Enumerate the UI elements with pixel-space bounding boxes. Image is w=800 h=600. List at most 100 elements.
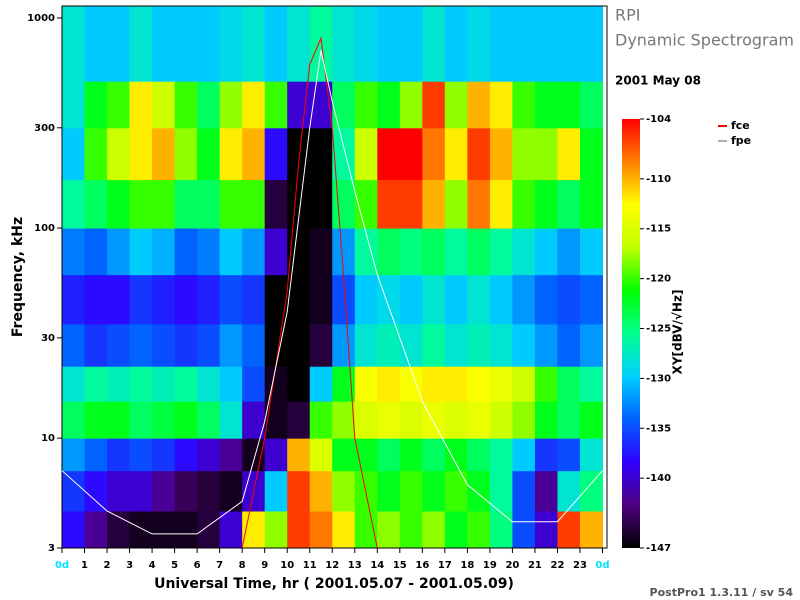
heatmap-cell xyxy=(107,323,131,367)
colorbar-tick-label: -110 xyxy=(646,174,671,185)
heatmap-cell xyxy=(512,366,536,402)
heatmap-cell xyxy=(489,323,513,367)
heatmap-cell xyxy=(422,228,446,276)
heatmap-cell xyxy=(399,274,423,325)
heatmap-cell xyxy=(107,366,131,402)
heatmap-cell xyxy=(422,438,446,472)
heatmap-cell xyxy=(107,179,131,229)
heatmap-cell xyxy=(489,274,513,325)
heatmap-cell xyxy=(129,179,153,229)
heatmap-cell xyxy=(197,511,221,549)
heatmap-cell xyxy=(129,366,153,402)
heatmap-cell xyxy=(579,511,603,549)
heatmap-cell xyxy=(332,179,356,229)
x-tick-label: 23 xyxy=(573,560,587,571)
heatmap-cell xyxy=(354,323,378,367)
x-tick-label: 10 xyxy=(280,560,294,571)
heatmap-cell xyxy=(444,366,468,402)
heatmap-cell xyxy=(152,179,176,229)
heatmap-cell xyxy=(467,81,491,129)
heatmap-cell xyxy=(354,127,378,181)
heatmap-cell xyxy=(557,366,581,402)
heatmap-cell xyxy=(219,6,243,82)
heatmap-cell xyxy=(129,470,153,512)
heatmap-cell xyxy=(489,81,513,129)
heatmap-cell xyxy=(422,323,446,367)
x-tick-label: 6 xyxy=(194,560,201,571)
x-tick-label: 17 xyxy=(438,560,452,571)
heatmap-cell xyxy=(219,401,243,439)
x-tick-label: 0d xyxy=(55,560,69,571)
heatmap-cell xyxy=(354,274,378,325)
heatmap-cell xyxy=(557,323,581,367)
heatmap-cell xyxy=(489,228,513,276)
heatmap-cell xyxy=(174,401,198,439)
x-tick-label: 1 xyxy=(81,560,88,571)
heatmap-cell xyxy=(377,323,401,367)
heatmap-cell xyxy=(444,401,468,439)
heatmap-cell xyxy=(332,366,356,402)
heatmap-cell xyxy=(332,127,356,181)
colorbar xyxy=(622,119,640,548)
heatmap-cell xyxy=(354,511,378,549)
heatmap-cell xyxy=(444,81,468,129)
heatmap-cell xyxy=(174,470,198,512)
heatmap-cell xyxy=(107,438,131,472)
heatmap-cell xyxy=(489,438,513,472)
heatmap-cell xyxy=(422,6,446,82)
heatmap-cell xyxy=(444,127,468,181)
heatmap-cell xyxy=(152,366,176,402)
heatmap-cell xyxy=(377,6,401,82)
heatmap-cell xyxy=(377,274,401,325)
heatmap-cell xyxy=(107,81,131,129)
heatmap-cell xyxy=(444,470,468,512)
heatmap-cell xyxy=(534,323,558,367)
heatmap-cell xyxy=(354,438,378,472)
heatmap-cell xyxy=(377,511,401,549)
x-tick-label: 16 xyxy=(415,560,429,571)
heatmap-cell xyxy=(489,179,513,229)
heatmap-cell xyxy=(579,6,603,82)
legend-label: fpe xyxy=(731,134,751,147)
x-tick-label: 13 xyxy=(348,560,362,571)
heatmap-cell xyxy=(377,366,401,402)
heatmap-cell xyxy=(174,511,198,549)
heatmap-cell xyxy=(512,179,536,229)
x-axis-title: Universal Time, hr ( 2001.05.07 - 2001.0… xyxy=(154,576,514,592)
heatmap-cell xyxy=(264,228,288,276)
x-tick-label: 4 xyxy=(149,560,156,571)
heatmap-cell xyxy=(579,81,603,129)
heatmap-cell xyxy=(129,274,153,325)
heatmap-cell xyxy=(242,274,266,325)
heatmap-cell xyxy=(534,401,558,439)
heatmap-cell xyxy=(377,438,401,472)
heatmap-cell xyxy=(399,366,423,402)
heatmap-cell xyxy=(332,228,356,276)
heatmap-cell xyxy=(422,127,446,181)
heatmap-cell xyxy=(152,438,176,472)
heatmap-cell xyxy=(264,127,288,181)
heatmap-cell xyxy=(84,401,108,439)
heatmap-cell xyxy=(84,179,108,229)
heatmap-cell xyxy=(242,366,266,402)
heatmap-cell xyxy=(444,6,468,82)
heatmap-cell xyxy=(399,81,423,129)
heatmap-cell xyxy=(534,127,558,181)
heatmap-cell xyxy=(197,401,221,439)
heatmap-cell xyxy=(197,81,221,129)
heatmap-cell xyxy=(152,470,176,512)
chart-title: RPI xyxy=(615,6,640,25)
heatmap-cell xyxy=(579,323,603,367)
heatmap-cell xyxy=(197,438,221,472)
heatmap-cell xyxy=(62,401,86,439)
heatmap-cell xyxy=(512,511,536,549)
heatmap-cell xyxy=(264,438,288,472)
heatmap-cell xyxy=(242,179,266,229)
heatmap-cell xyxy=(579,127,603,181)
heatmap-cell xyxy=(557,511,581,549)
heatmap-cell xyxy=(219,179,243,229)
heatmap-cell xyxy=(219,127,243,181)
x-tick-label: 22 xyxy=(550,560,564,571)
heatmap-cell xyxy=(309,127,333,181)
y-tick-label: 3 xyxy=(48,543,55,554)
